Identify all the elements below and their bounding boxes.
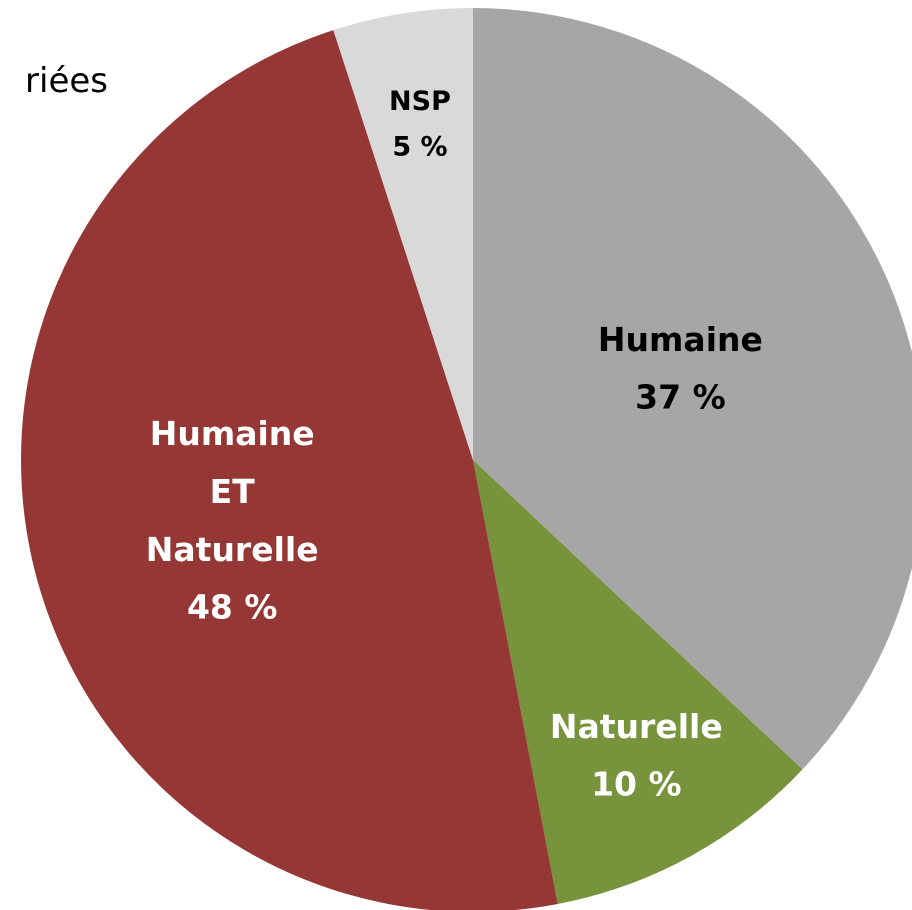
slice-label: Humaine ET Naturelle xyxy=(146,413,319,568)
slice-label: NSP xyxy=(389,86,451,117)
chart-title: riées xyxy=(25,61,108,101)
slice-value-label: 10 % xyxy=(591,765,681,804)
slice-label-line: Naturelle xyxy=(146,529,319,568)
pie-slice xyxy=(21,30,558,910)
slice-label: Naturelle xyxy=(550,707,723,746)
slice-value-label: 5 % xyxy=(392,132,447,163)
slice-label-line: NSP xyxy=(389,86,451,117)
slice-label-line: Naturelle xyxy=(550,707,723,746)
slice-label-line: ET xyxy=(210,471,256,510)
pie-slice xyxy=(333,8,473,460)
pie-slice xyxy=(473,460,803,904)
slice-label-line: Humaine xyxy=(150,413,315,452)
slice-value-label: 48 % xyxy=(187,587,277,626)
slice-value-label: 37 % xyxy=(635,378,725,417)
slice-label: Humaine xyxy=(598,320,763,359)
slice-label-line: Humaine xyxy=(598,320,763,359)
pie-slice xyxy=(473,8,912,770)
